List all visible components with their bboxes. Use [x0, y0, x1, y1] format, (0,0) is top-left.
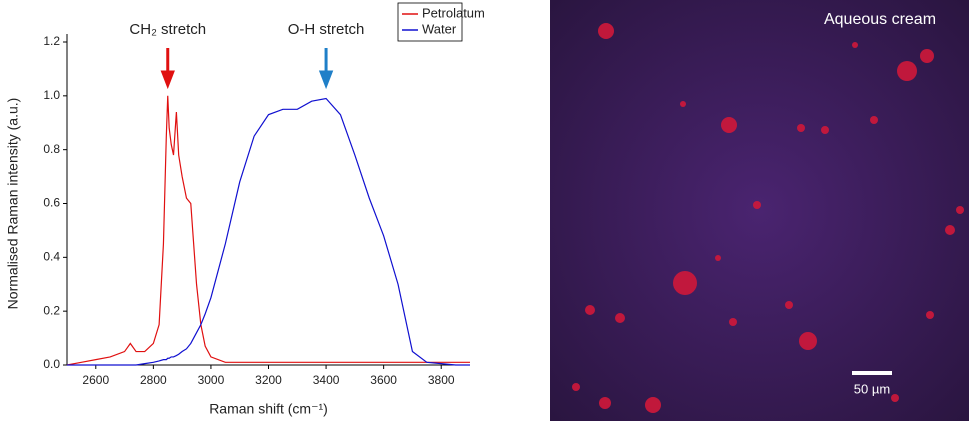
droplets — [572, 23, 964, 413]
y-tick-label: 1.2 — [43, 34, 60, 48]
scale-bar-label: 50 µm — [854, 381, 890, 396]
x-tick-label: 3200 — [255, 373, 282, 387]
legend-label: Petrolatum — [422, 5, 485, 20]
y-axis-label: Normalised Raman intensity (a.u.) — [5, 98, 21, 310]
annotation-arrow — [318, 48, 334, 90]
x-tick-label: 2600 — [82, 373, 109, 387]
x-tick-label: 2800 — [140, 373, 167, 387]
x-tick-label: 3400 — [313, 373, 340, 387]
y-tick-label: 0.0 — [43, 357, 60, 371]
x-tick-label: 3600 — [370, 373, 397, 387]
y-tick-label: 0.4 — [43, 250, 60, 264]
y-tick-label: 0.8 — [43, 142, 60, 156]
scale-bar — [852, 371, 892, 375]
legend-label: Water — [422, 21, 457, 36]
annotation-arrow — [160, 48, 175, 90]
y-tick-label: 0.2 — [43, 303, 60, 317]
series-line — [66, 95, 470, 366]
y-tick-label: 1.0 — [43, 88, 60, 102]
micrograph: Aqueous cream 50 µm — [550, 0, 969, 421]
annotation-label: CH₂ stretch — [129, 21, 206, 38]
x-axis-label: Raman shift (cm⁻¹) — [209, 401, 328, 417]
y-tick-label: 0.6 — [43, 196, 60, 210]
legend-box — [397, 2, 463, 42]
x-tick-label: 3000 — [198, 373, 225, 387]
series-line — [67, 97, 470, 366]
x-tick-label: 3800 — [428, 373, 455, 387]
image-title: Aqueous cream — [824, 11, 936, 28]
annotation-label: O-H stretch — [288, 21, 365, 38]
